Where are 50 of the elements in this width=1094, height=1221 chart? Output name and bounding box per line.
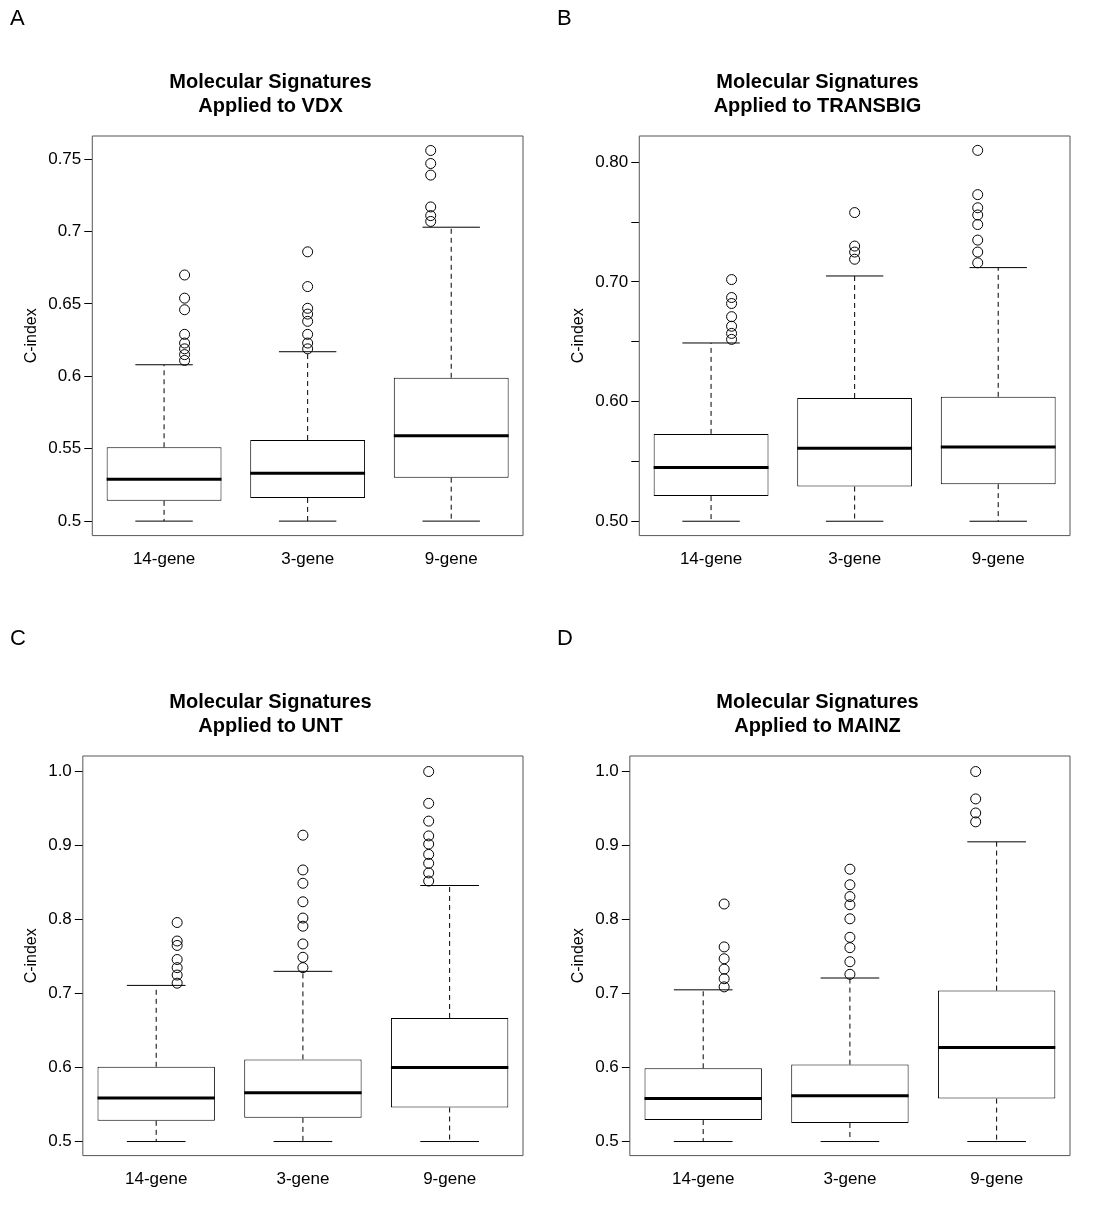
y-tick-label: 0.8 <box>48 909 72 929</box>
y-tick-label: 0.9 <box>48 835 72 855</box>
text: B <box>557 5 572 31</box>
chart-subtitle: Applied to UNT <box>198 713 343 736</box>
y-tick-label: 0.60 <box>595 391 629 411</box>
chart-subtitle: Applied to TRANSBIG <box>713 93 922 116</box>
y-axis-title: C-index <box>22 928 40 984</box>
y-tick-label: 0.9 <box>595 835 619 855</box>
y-tick-label: 0.6 <box>595 1057 619 1077</box>
y-tick-label: 0.5 <box>57 510 82 530</box>
y-axis-title: C-index <box>569 928 587 984</box>
x-tick-label: 9-gene <box>971 549 1025 569</box>
y-tick-label: 0.65 <box>48 293 82 313</box>
y-tick-label: 0.7 <box>595 983 619 1003</box>
x-tick-label: 9-gene <box>424 549 478 569</box>
y-tick-label: 0.55 <box>48 438 82 458</box>
x-tick-label: 14-gene <box>125 1169 188 1189</box>
y-tick-label: 0.70 <box>595 271 629 291</box>
chart-title: Molecular Signatures <box>169 689 372 712</box>
text: A <box>10 5 25 31</box>
x-tick-label: 3-gene <box>823 1169 877 1189</box>
y-axis-title: C-index <box>569 308 587 364</box>
chart-title: Molecular Signatures <box>169 69 372 92</box>
y-tick-label: 0.5 <box>595 1131 619 1151</box>
x-tick-label: 14-gene <box>132 549 196 569</box>
y-tick-label: 1.0 <box>595 761 619 781</box>
y-tick-label: 0.6 <box>48 1057 72 1077</box>
y-axis-title: C-index <box>22 308 40 364</box>
chart-subtitle: Applied to VDX <box>198 93 344 116</box>
chart-title: Molecular Signatures <box>716 689 919 712</box>
y-tick-label: 0.6 <box>57 366 82 386</box>
x-tick-label: 9-gene <box>970 1169 1024 1189</box>
x-tick-label: 14-gene <box>672 1169 735 1189</box>
y-tick-label: 0.8 <box>595 909 619 929</box>
chart-subtitle: Applied to MAINZ <box>734 713 901 736</box>
text: D <box>557 625 573 651</box>
x-tick-label: 3-gene <box>276 1169 330 1189</box>
x-tick-label: 3-gene <box>828 549 882 569</box>
x-tick-label: 3-gene <box>281 549 335 569</box>
y-tick-label: 0.7 <box>48 983 72 1003</box>
y-tick-label: 0.7 <box>57 221 82 241</box>
y-tick-label: 1.0 <box>48 761 72 781</box>
y-tick-label: 0.5 <box>48 1131 72 1151</box>
y-tick-label: 0.75 <box>48 148 82 168</box>
chart-title: Molecular Signatures <box>716 69 919 92</box>
y-tick-label: 0.80 <box>595 152 629 172</box>
x-tick-label: 14-gene <box>679 549 743 569</box>
y-tick-label: 0.50 <box>595 510 629 530</box>
x-tick-label: 9-gene <box>423 1169 477 1189</box>
text: C <box>10 625 26 651</box>
